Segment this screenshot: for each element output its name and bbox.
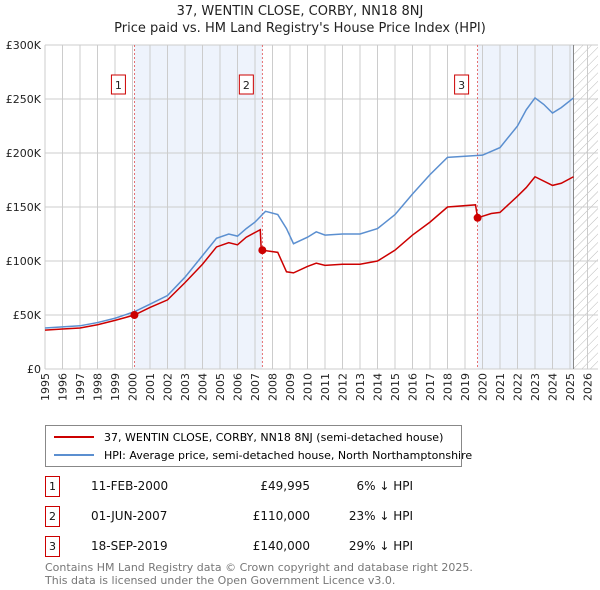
sale-price: £110,000 [252,509,310,523]
y-tick-label: £100K [6,255,42,268]
y-tick-label: £300K [6,39,42,52]
sale-hpi-diff: 6% ↓ HPI [356,479,413,493]
legend: 37, WENTIN CLOSE, CORBY, NN18 8NJ (semi-… [45,425,472,467]
sale-date: 01-JUN-2007 [91,509,168,523]
y-tick-label: £150K [6,201,42,214]
sale-label-box [454,74,470,95]
x-tick-label: 2007 [249,373,262,401]
x-tick-label: 2024 [547,373,560,401]
y-tick-label: £200K [6,147,42,160]
series-line [44,175,574,331]
sale-label: 3 [458,79,465,92]
sale-number-badge: 3 [45,536,60,557]
x-tick-label: 1996 [57,373,70,401]
x-tick-label: 2023 [529,373,542,401]
x-tick-label: 2019 [459,373,472,401]
x-tick-label: 2017 [424,373,437,401]
sale-point [130,311,139,320]
x-tick-label: 1998 [92,373,105,401]
x-tick-label: 2026 [582,373,595,401]
x-tick-label: 2002 [162,373,175,401]
x-tick-label: 2025 [564,373,577,401]
x-tick-label: 2015 [389,373,402,401]
sale-hpi-diff: 29% ↓ HPI [348,539,413,553]
sale-point [473,213,482,222]
sale-label-box [110,74,126,95]
x-tick-label: 1997 [74,373,87,401]
sale-price: £140,000 [252,539,310,553]
x-tick-label: 2006 [232,373,245,401]
legend-item-property: 37, WENTIN CLOSE, CORBY, NN18 8NJ (semi-… [54,429,443,445]
footer-line-2: This data is licensed under the Open Gov… [45,574,396,587]
x-tick-label: 2001 [144,373,157,401]
y-tick-label: £0 [27,363,41,376]
x-tick-label: 2014 [372,373,385,401]
sale-label: 1 [115,79,122,92]
footer-line-1: Contains HM Land Registry data © Crown c… [45,561,473,574]
x-tick-label: 2004 [197,373,210,401]
sale-point [258,246,267,255]
x-tick-label: 2020 [477,373,490,401]
sale-label: 2 [243,79,250,92]
price-chart: 1995 1996 1997 1998 1999 2000 2001 2002 2003 2004… [6,39,598,401]
chart-subtitle: Price paid vs. HM Land Registry's House … [114,21,486,36]
sale-date: 11-FEB-2000 [91,479,169,493]
sale-row: 2 01-JUN-2007 £110,000 23% ↓ HPI [45,506,465,527]
x-tick-label: 2018 [442,373,455,401]
y-tick-label: £50K [13,309,42,322]
sale-label-box [238,74,254,95]
legend-item-hpi: HPI: Average price, semi-detached house,… [54,447,472,463]
sale-row: 3 18-SEP-2019 £140,000 29% ↓ HPI [45,536,465,557]
x-tick-label: 1999 [109,373,122,401]
blue-line-swatch [54,454,94,456]
x-tick-label: 1995 [39,373,52,401]
x-tick-label: 2013 [354,373,367,401]
x-tick-label: 2011 [319,373,332,401]
x-tick-label: 2009 [284,373,297,401]
sale-number-badge: 1 [45,476,60,497]
x-tick-label: 2008 [267,373,280,401]
x-tick-label: 2022 [512,373,525,401]
red-line-swatch [54,436,94,438]
sale-row: 1 11-FEB-2000 £49,995 6% ↓ HPI [45,476,465,497]
series-line [44,96,574,329]
x-tick-label: 2021 [494,373,507,401]
x-tick-label: 2003 [179,373,192,401]
x-tick-label: 2012 [337,373,350,401]
y-tick-label: £250K [6,93,42,106]
legend-label: HPI: Average price, semi-detached house,… [104,448,473,462]
x-tick-label: 2000 [127,373,140,401]
x-tick-label: 2016 [407,373,420,401]
sale-price: £49,995 [260,479,310,493]
chart-title: 37, WENTIN CLOSE, CORBY, NN18 8NJ [176,4,424,19]
sale-hpi-diff: 23% ↓ HPI [348,509,413,523]
sale-date: 18-SEP-2019 [91,539,168,553]
footer: Contains HM Land Registry data © Crown c… [45,561,473,587]
sale-number-badge: 2 [45,506,60,527]
x-tick-label: 2005 [214,373,227,401]
x-tick-label: 2010 [302,373,315,401]
legend-label: 37, WENTIN CLOSE, CORBY, NN18 8NJ (semi-… [104,430,444,444]
